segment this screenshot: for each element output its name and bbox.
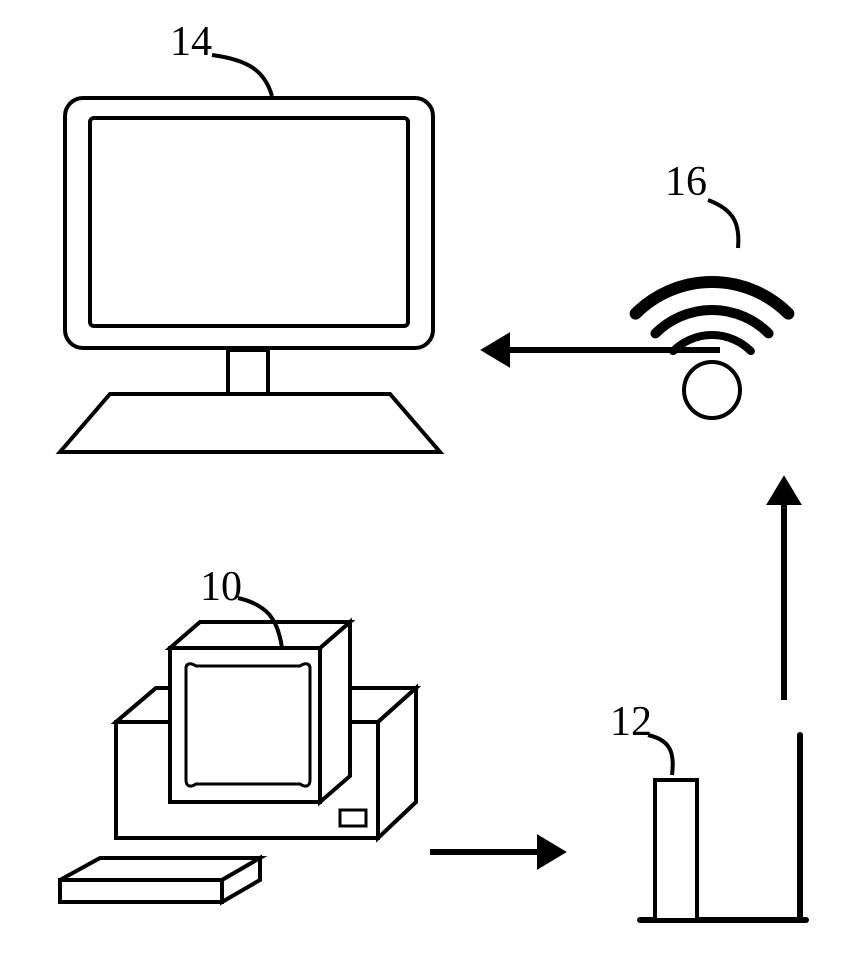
- kb-front: [60, 880, 222, 902]
- monitor-screen: [90, 118, 408, 326]
- label-router: 12: [610, 699, 652, 745]
- leader-monitor: [212, 55, 272, 96]
- monitor-base: [60, 394, 440, 452]
- monitor-outer: [65, 98, 433, 348]
- leader-wireless: [708, 200, 738, 248]
- label-monitor: 14: [170, 19, 212, 65]
- router-device: [640, 735, 806, 920]
- label-wireless: 16: [665, 159, 707, 205]
- crt-side: [320, 622, 350, 802]
- wireless-dot: [684, 362, 740, 418]
- crt-screen: [186, 664, 310, 786]
- wireless-arc-2: [655, 310, 768, 333]
- monitor-neck: [228, 350, 268, 394]
- drive-slot: [340, 810, 366, 826]
- router-body: [655, 780, 697, 920]
- monitor-device: [60, 98, 440, 452]
- computer-device: [60, 622, 416, 902]
- crt-top: [170, 622, 350, 648]
- label-computer: 10: [200, 564, 242, 610]
